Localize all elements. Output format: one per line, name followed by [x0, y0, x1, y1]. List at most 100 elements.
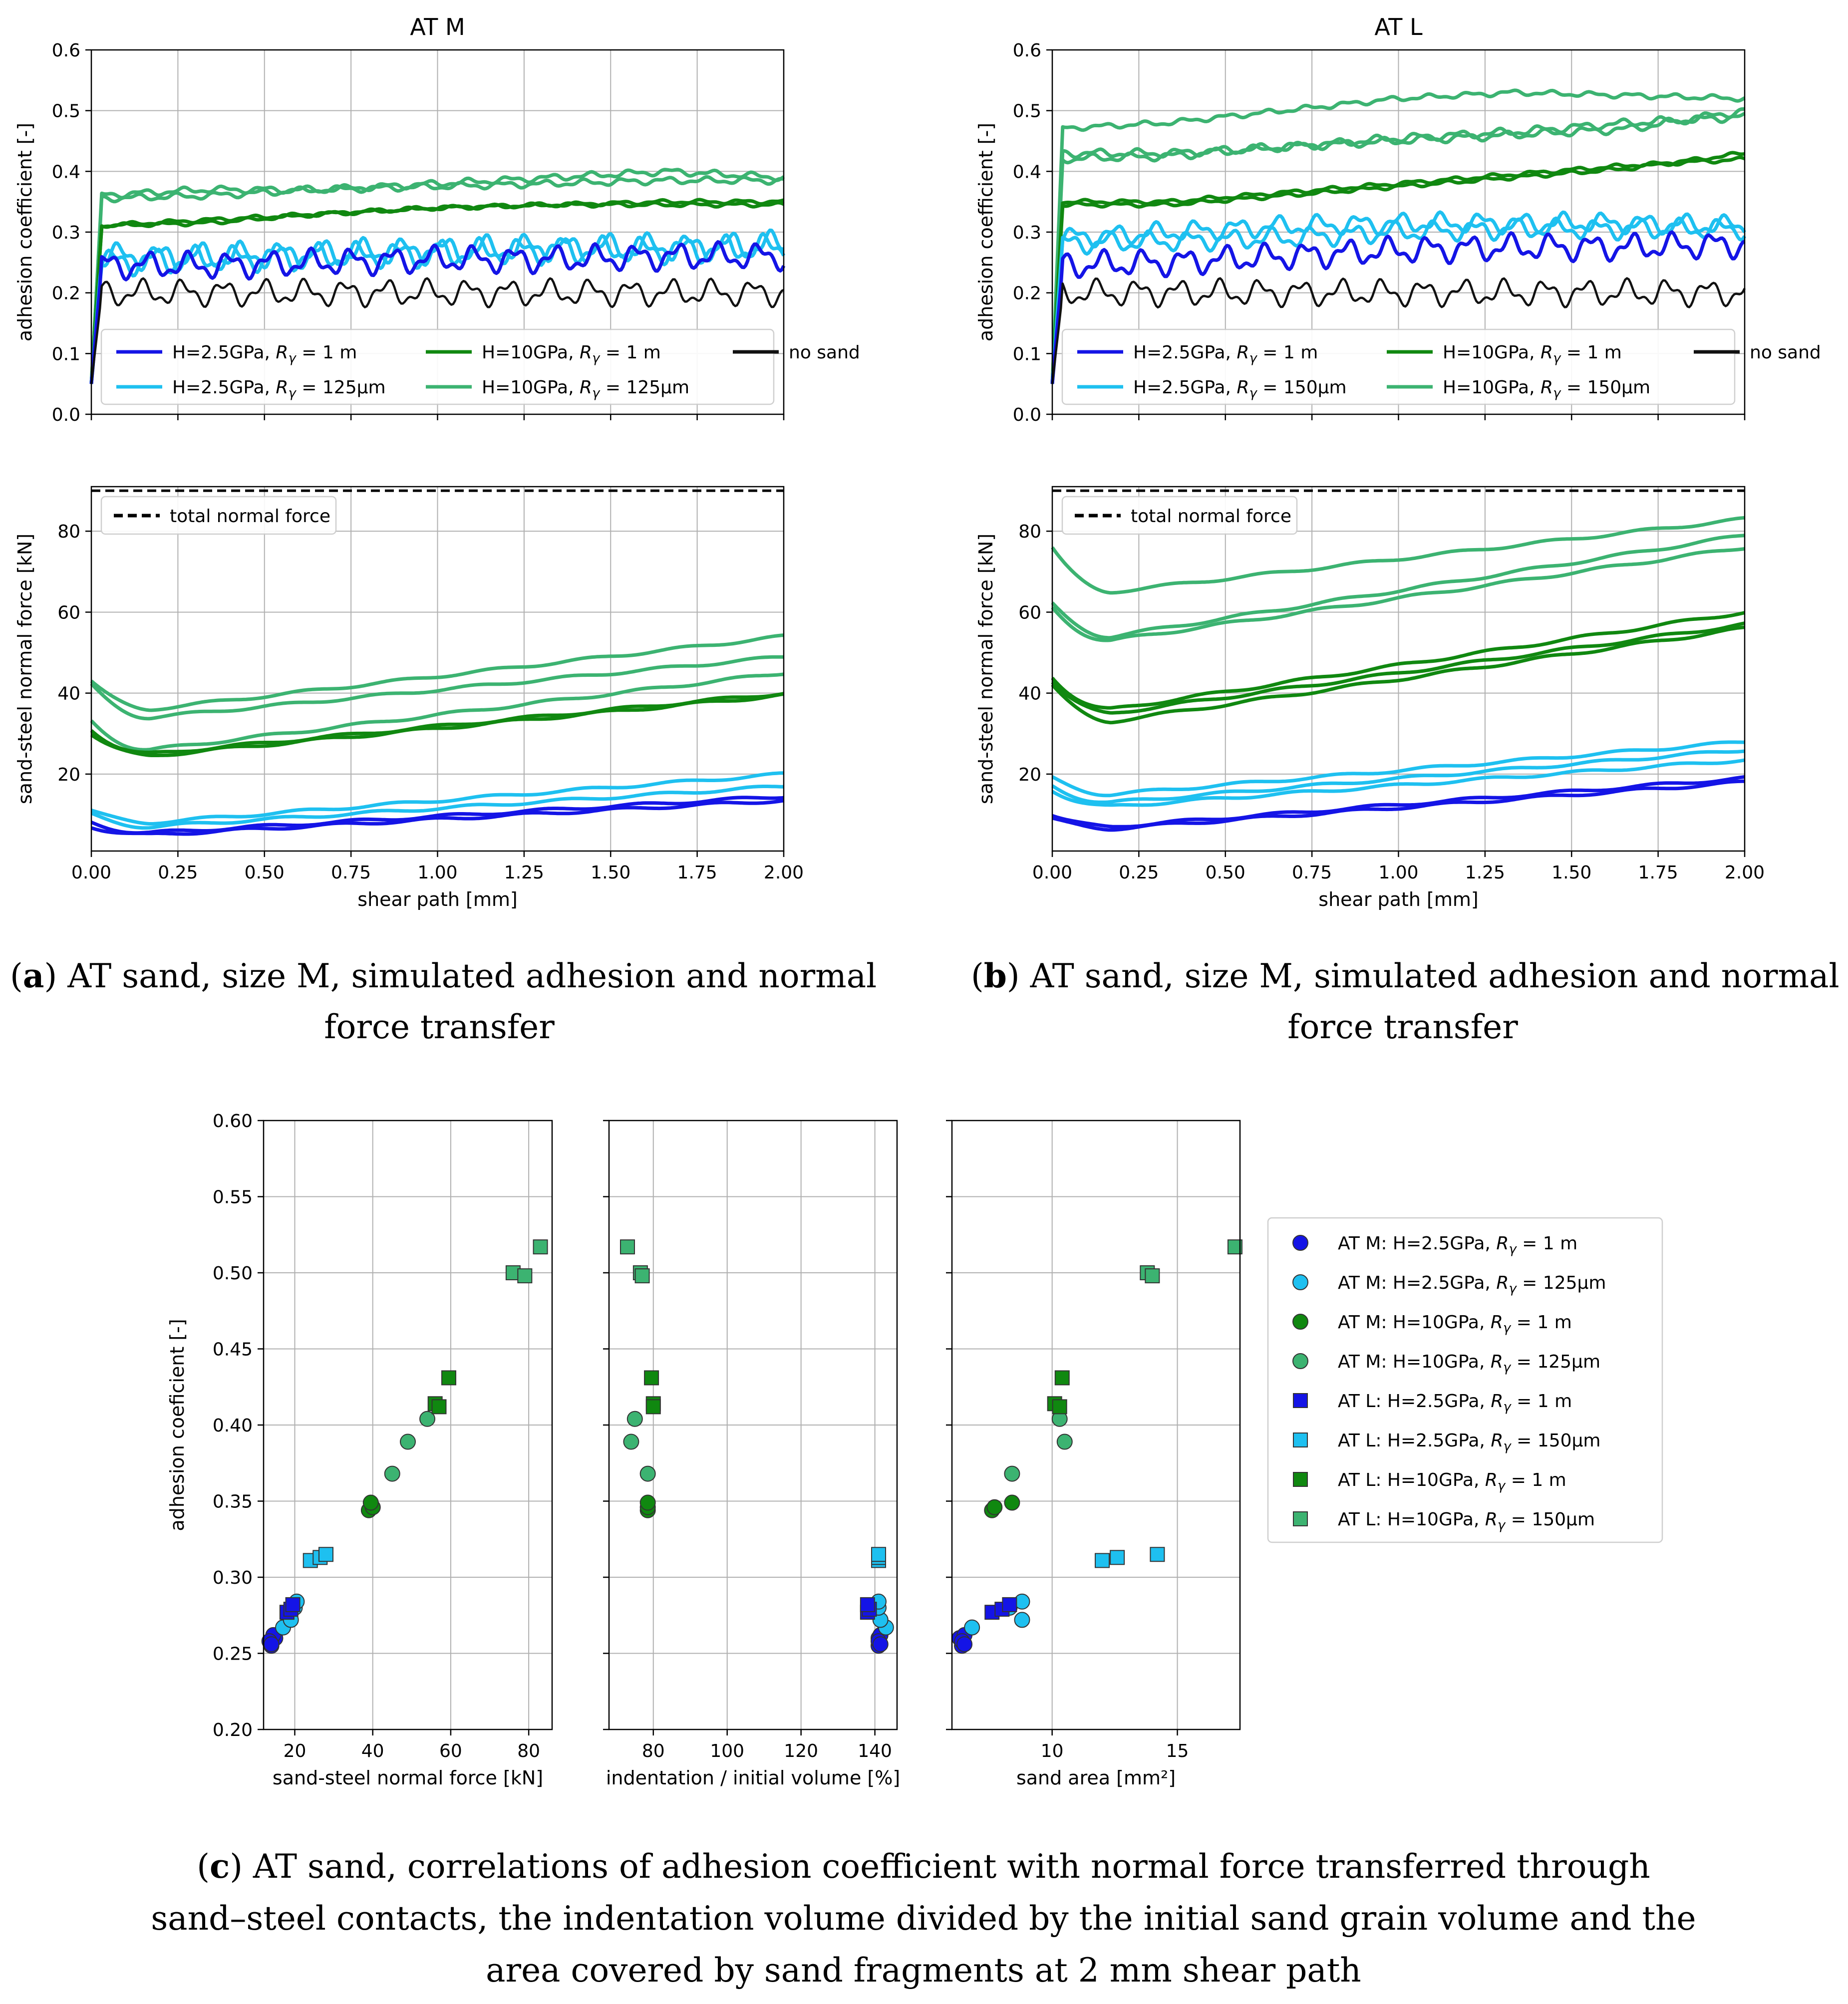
legend-subscript: γ [1503, 1360, 1512, 1375]
legend-symbol: R [1491, 1312, 1503, 1333]
adhesion-series-line [90, 277, 784, 384]
y-axis-label: adhesion coefficient [-] [975, 123, 997, 341]
scatter-legend-label: AT L: H=10GPa, Rγ = 150μm [1338, 1509, 1595, 1533]
legend-symbol: R [1540, 342, 1553, 363]
legend-box [100, 328, 775, 405]
x-axis-label: sand area [mm²] [1016, 1767, 1176, 1789]
scatter-point-square [318, 1547, 333, 1562]
axes-frame [263, 1120, 553, 1730]
y-tick-label: 0.5 [52, 101, 80, 122]
scatter-point-circle [986, 1499, 1003, 1515]
normal-force-series-line [1051, 749, 1745, 804]
x-tick-label: 2.00 [1725, 862, 1765, 883]
x-tick-label: 0.75 [331, 862, 371, 883]
y-tick-label: 40 [1018, 684, 1041, 704]
legend-label-text: H=2.5GPa, [1133, 377, 1236, 398]
scatter-point-circle [419, 1411, 436, 1427]
x-tick-label: 0.25 [158, 862, 198, 883]
legend-label: H=2.5GPa, Rγ = 125μm [172, 377, 386, 401]
adhesion-series-line [89, 240, 786, 384]
legend-subscript: γ [592, 351, 601, 366]
scatter-legend-label: AT M: H=2.5GPa, Rγ = 125μm [1338, 1273, 1606, 1296]
x-tick-label: 60 [439, 1741, 462, 1761]
y-tick-label: 0.3 [52, 223, 80, 243]
legend-subscript: γ [1553, 351, 1561, 366]
scatter-point-circle [1014, 1612, 1030, 1628]
legend-label-text: AT M: H=2.5GPa, [1338, 1273, 1496, 1293]
legend-marker-square [1293, 1432, 1308, 1447]
y-tick-label: 0.5 [1013, 101, 1041, 122]
legend-marker-square [1293, 1393, 1308, 1408]
y-axis-label: sand-steel normal force [kN] [14, 534, 36, 804]
scatter-legend-label: AT L: H=10GPa, Rγ = 1 m [1338, 1470, 1566, 1493]
y-axis-label: sand-steel normal force [kN] [975, 534, 997, 804]
scatter-point-square [1150, 1547, 1165, 1562]
y-tick-label: 0.1 [1013, 344, 1041, 364]
legend-label-text: no sand [1750, 342, 1821, 363]
normal-force-series-line [90, 771, 784, 826]
caption-b-label: b [984, 956, 1007, 995]
x-tick-label: 100 [710, 1741, 744, 1761]
x-tick-label: 140 [858, 1741, 892, 1761]
scatter-point-circle [1004, 1494, 1020, 1511]
y-tick-label: 0.1 [52, 344, 80, 364]
legend-box [100, 496, 337, 535]
normal-force-series-line [90, 672, 784, 752]
scatter-point-square [619, 1239, 635, 1255]
y-tick-label: 0.6 [1013, 40, 1041, 61]
axes-frame [1051, 49, 1746, 415]
x-axis-label: shear path [mm] [1318, 888, 1478, 910]
scatter-legend-label: AT M: H=2.5GPa, Rγ = 1 m [1338, 1233, 1577, 1257]
legend-subscript: γ [1249, 386, 1257, 401]
y-tick-label: 0.2 [1013, 284, 1041, 304]
y-tick-label: 80 [57, 522, 80, 542]
scatter-legend-label: AT L: H=2.5GPa, Rγ = 1 m [1338, 1391, 1572, 1415]
x-tick-label: 1.50 [591, 862, 630, 883]
x-tick-label: 1.25 [504, 862, 544, 883]
panel-c-correlations: 20 40 60 80 0.20 0.25 0.30 0.35 0.40 0.45 0.50 0.55… [166, 1111, 1663, 1789]
scatter-point-square [871, 1547, 887, 1562]
legend-label: H=2.5GPa, Rγ = 1 m [172, 342, 357, 366]
legend-label-text: AT M: H=10GPa, [1338, 1312, 1491, 1333]
scatter-point-circle [263, 1636, 280, 1653]
legend-label-text: AT L: H=2.5GPa, [1338, 1431, 1491, 1451]
scatter-point-circle [1056, 1433, 1073, 1450]
adhesion-series-line [1050, 230, 1746, 384]
y-tick-label: 0.2 [52, 284, 80, 304]
y-tick-label: 0.0 [52, 405, 80, 425]
y-tick-label: 0.30 [213, 1568, 253, 1588]
legend-value: = 1 m [1511, 1312, 1571, 1333]
y-tick-label: 20 [1018, 765, 1041, 785]
legend-label: H=2.5GPa, Rγ = 150μm [1133, 377, 1347, 401]
caption-c: (c) AT sand, correlations of adhesion co… [197, 1847, 1650, 1886]
scatter-point-square [1110, 1550, 1125, 1565]
x-tick-label: 10 [1041, 1741, 1064, 1761]
legend-value: = 150μm [1505, 1509, 1595, 1530]
scatter-point-circle [362, 1494, 379, 1511]
x-tick-label: 1.75 [1638, 862, 1678, 883]
legend-subscript: γ [288, 386, 297, 401]
adhesion-series-line [1050, 216, 1746, 384]
caption-c-label: c [210, 1847, 230, 1886]
scatter-point-square [441, 1370, 457, 1386]
caption-c-text: ) AT sand, correlations of adhesion coef… [230, 1847, 1650, 1886]
scatter-legend-label: AT L: H=2.5GPa, Rγ = 150μm [1338, 1431, 1600, 1454]
x-tick-label: 0.00 [1032, 862, 1072, 883]
scatter-point-square [431, 1399, 447, 1415]
normal-force-series-line [1051, 740, 1745, 798]
normal-force-series-line [1051, 621, 1745, 715]
legend-label-text: H=10GPa, [482, 342, 580, 363]
legend-symbol: R [1540, 377, 1553, 398]
legend-label-text: AT L: H=10GPa, [1338, 1470, 1485, 1490]
legend-subscript: γ [1503, 1439, 1512, 1454]
y-tick-label: 20 [57, 765, 80, 785]
y-tick-label: 0.40 [213, 1416, 253, 1436]
legend-label-text: H=2.5GPa, [1133, 342, 1236, 363]
legend-subscript: γ [1509, 1242, 1517, 1257]
legend-value: = 1 m [600, 342, 660, 363]
scatter-point-circle [964, 1619, 980, 1636]
y-tick-label: 0.0 [1013, 405, 1041, 425]
x-tick-label: 1.00 [417, 862, 457, 883]
x-tick-label: 0.50 [1206, 862, 1245, 883]
x-axis-label: sand-steel normal force [kN] [273, 1767, 543, 1789]
